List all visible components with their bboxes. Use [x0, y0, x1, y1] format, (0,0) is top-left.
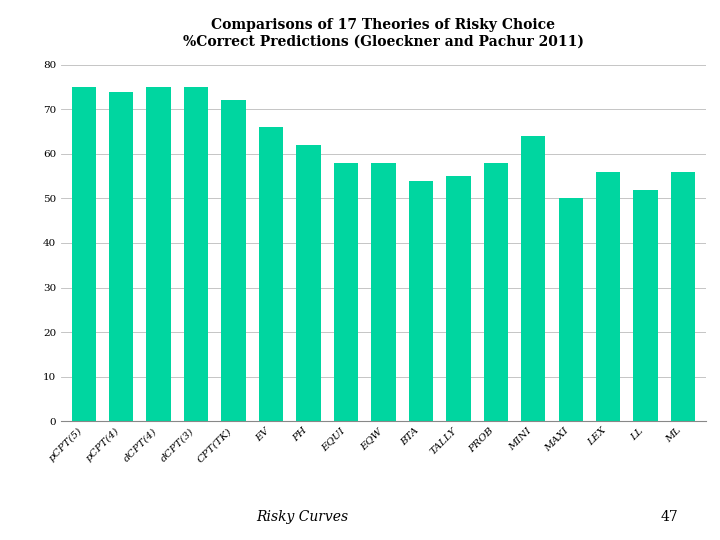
Bar: [297, 145, 320, 421]
Text: Comparisons of 17 Theories of Risky Choice
%Correct Predictions (Gloeckner and P: Comparisons of 17 Theories of Risky Choi…: [183, 18, 584, 49]
Bar: [559, 199, 583, 421]
Bar: [409, 180, 433, 421]
Bar: [634, 190, 658, 421]
Text: 47: 47: [661, 510, 678, 524]
Bar: [109, 91, 133, 421]
Text: Risky Curves: Risky Curves: [256, 510, 348, 524]
Bar: [596, 172, 621, 421]
Bar: [484, 163, 508, 421]
Bar: [258, 127, 283, 421]
Bar: [146, 87, 171, 421]
Bar: [521, 136, 546, 421]
Bar: [372, 163, 395, 421]
Bar: [446, 176, 470, 421]
Bar: [671, 172, 696, 421]
Bar: [334, 163, 358, 421]
Bar: [71, 87, 96, 421]
Bar: [221, 100, 246, 421]
Bar: [184, 87, 208, 421]
